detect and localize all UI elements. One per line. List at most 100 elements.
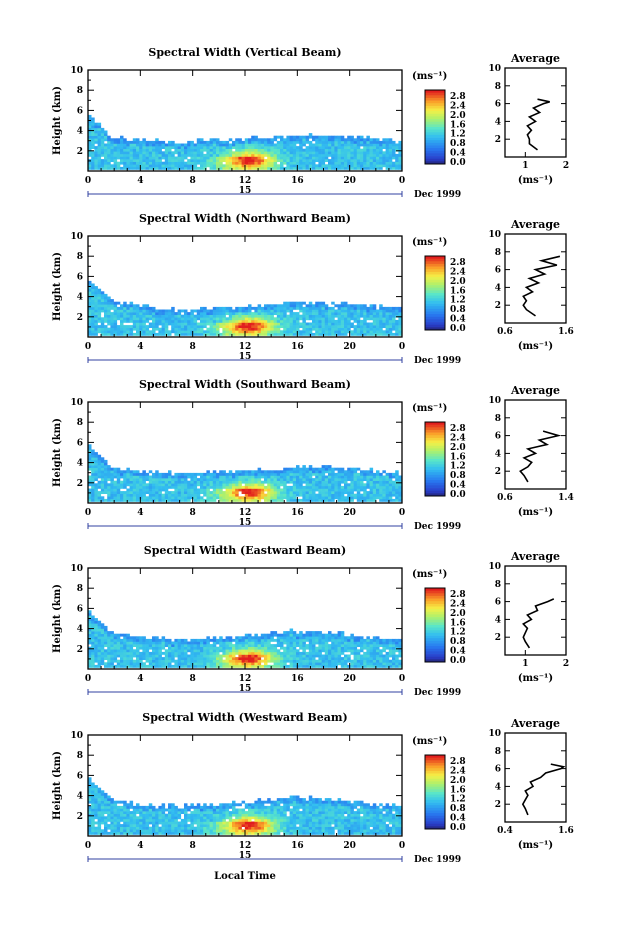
heatmap-cell [302,644,306,647]
heatmap-cell [296,651,300,655]
heatmap-cell [110,646,114,650]
colorbar-segment [425,482,445,486]
heatmap-cell [110,485,114,489]
heatmap-cell [88,641,92,645]
heatmap-cell [273,146,278,149]
heatmap-cell [324,153,329,157]
heatmap-cell [139,638,143,642]
heatmap-cell [366,654,370,658]
heatmap-cell [264,649,268,653]
heatmap-cell [158,644,162,647]
heatmap-cell [184,322,188,326]
heatmap-cell [238,153,242,157]
heatmap-cell [248,496,252,500]
heatmap-cell [331,146,335,149]
heatmap-cell [148,662,153,666]
heatmap-cell [321,161,326,165]
heatmap-cell [123,309,127,313]
heatmap-cell [292,480,297,484]
heatmap-cell [315,467,319,471]
heatmap-cell [276,317,281,321]
heatmap-cell [196,330,201,334]
heatmap-cell [222,498,226,502]
heatmap-cell [139,657,143,660]
heatmap-cell [369,161,374,165]
colorbar-segment [425,314,445,318]
colorbar-segment [425,488,445,492]
heatmap-cell [331,166,335,170]
heatmap-cell [206,153,210,157]
heatmap-cell [248,641,252,645]
heatmap-cell [187,317,191,321]
heatmap-cell [132,164,137,168]
heatmap-cell [184,156,188,160]
heatmap-cell [190,664,194,668]
heatmap-cell [251,644,255,647]
heatmap-cell [107,631,111,634]
heatmap-cell [273,470,278,474]
heatmap-cell [190,638,194,642]
heatmap-cell [344,659,348,663]
heatmap-cell [193,314,198,318]
heatmap-cell [88,465,92,468]
heatmap-cell [264,472,268,476]
heatmap-cell [392,156,396,160]
heatmap-cell [171,309,175,313]
heatmap-cell [91,498,95,502]
heatmap-cell [232,319,236,323]
heatmap-cell [180,496,185,500]
heatmap-cell [324,649,329,653]
heatmap-cell [312,478,316,481]
heatmap-cell [260,325,265,328]
heatmap-cell [254,483,258,487]
heatmap-cell [113,166,118,170]
heatmap-cell [363,659,367,663]
heatmap-cell [363,151,367,155]
heatmap-cell [315,475,319,479]
heatmap-cell [369,496,374,500]
heatmap-cell [328,306,332,310]
heatmap-cell [168,472,172,476]
heatmap-cell [328,140,332,144]
heatmap-cell [289,493,294,497]
heatmap-cell [324,138,329,142]
heatmap-cell [369,498,374,502]
heatmap-cell [216,485,220,489]
heatmap-cell [107,472,111,476]
heatmap-cell [116,483,121,487]
heatmap-cell [248,472,252,476]
heatmap-cell [267,161,271,165]
heatmap-cell [238,306,242,310]
heatmap-cell [379,159,383,162]
heatmap-cell [360,664,364,668]
heatmap-cell [168,322,172,326]
heatmap-cell [308,309,313,313]
heatmap-cell [257,483,262,487]
heatmap-cell [289,651,294,655]
heatmap-cell [251,161,255,165]
heatmap-cell [244,480,249,484]
heatmap-cell [129,644,134,647]
heatmap-cell [136,312,140,315]
heatmap-cell [248,332,252,336]
heatmap-cell [152,330,156,334]
heatmap-cell [251,646,255,650]
heatmap-cell [91,493,95,497]
heatmap-cell [244,654,249,658]
heatmap-cell [232,156,236,160]
heatmap-cell [398,156,402,160]
heatmap-cell [363,483,367,487]
heatmap-cell [337,146,342,149]
heatmap-cell [344,330,348,334]
heatmap-cell [395,143,399,147]
heatmap-cell [321,654,326,658]
heatmap-cell [312,317,316,321]
heatmap-cell [129,654,134,658]
heatmap-cell [264,153,268,157]
heatmap-cell [88,467,92,471]
heatmap-cell [363,325,367,328]
heatmap-cell [219,156,223,160]
heatmap-cell [292,657,297,660]
heatmap-cell [350,644,354,647]
